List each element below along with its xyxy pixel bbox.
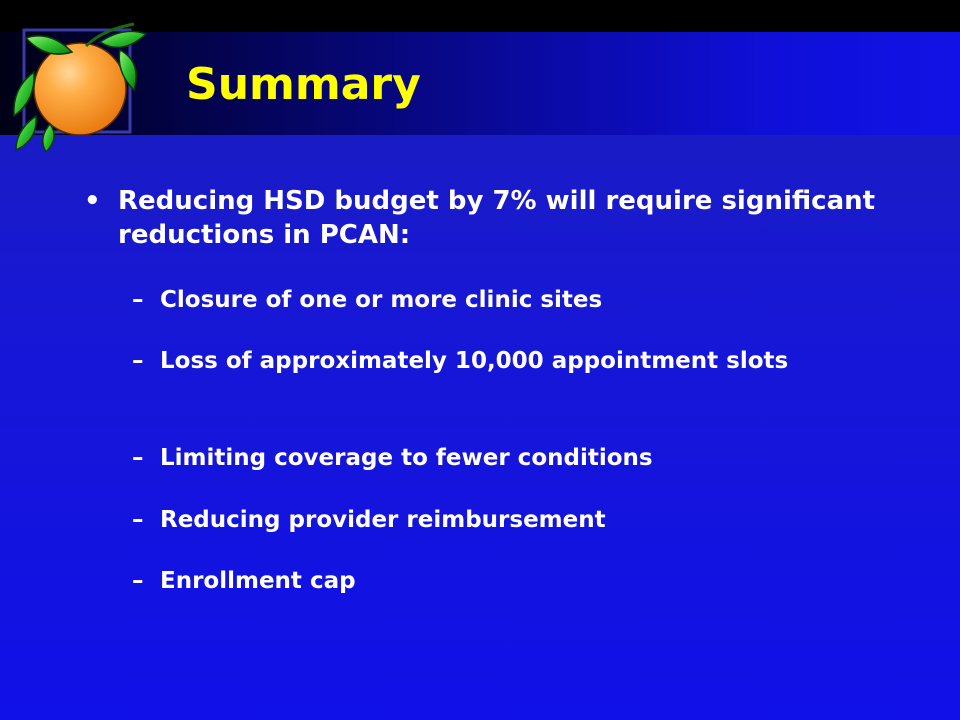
sub-item-text: Limiting coverage to fewer conditions	[160, 445, 653, 471]
sub-item: – Enrollment cap	[132, 566, 872, 596]
sub-item-text: Reducing provider reimbursement	[160, 507, 606, 533]
sub-item-marker: –	[132, 568, 144, 594]
sub-item-text: Enrollment cap	[160, 568, 356, 594]
bullet-marker: •	[84, 186, 101, 216]
sub-item-text: Loss of approximately 10,000 appointment…	[160, 348, 789, 374]
main-bullet-text: Reducing HSD budget by 7% will require s…	[118, 186, 876, 250]
top-black-band	[0, 0, 960, 32]
sub-item-marker: –	[132, 287, 144, 313]
sub-item: – Loss of approximately 10,000 appointme…	[132, 346, 872, 376]
sub-item: – Closure of one or more clinic sites	[132, 285, 872, 315]
sub-item-marker: –	[132, 445, 144, 471]
main-bullet: • Reducing HSD budget by 7% will require…	[84, 184, 884, 252]
sub-item-marker: –	[132, 507, 144, 533]
slide-title: Summary	[186, 59, 421, 110]
sub-item: – Reducing provider reimbursement	[132, 505, 872, 535]
sub-item-marker: –	[132, 348, 144, 374]
title-bar	[0, 32, 960, 135]
sub-item: – Limiting coverage to fewer conditions	[132, 443, 872, 473]
sub-item-text: Closure of one or more clinic sites	[160, 287, 603, 313]
orange-with-leaves-icon	[13, 22, 148, 152]
